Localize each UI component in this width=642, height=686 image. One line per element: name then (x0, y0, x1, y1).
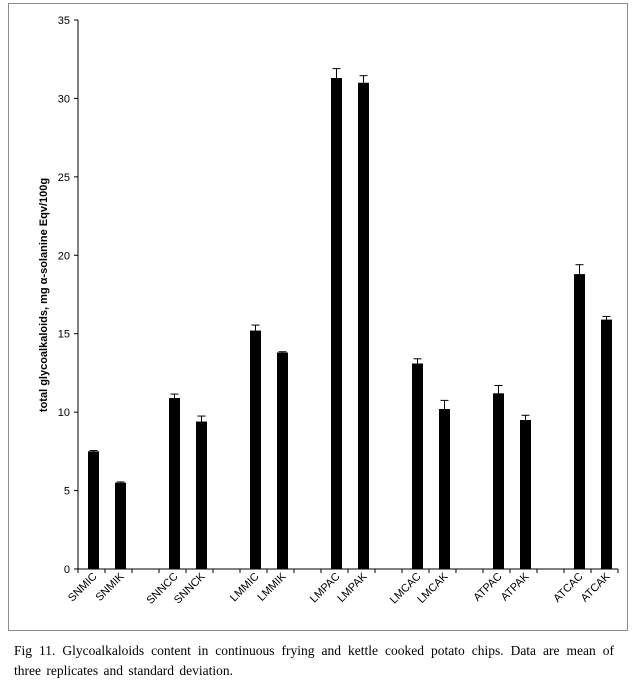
bar (439, 409, 450, 569)
bar (520, 419, 531, 569)
y-tick-label: 30 (58, 93, 70, 105)
x-tick-label: SNMIC (66, 571, 100, 605)
x-tick-label: SNNCK (172, 570, 208, 606)
y-axis-label: total glycoalkaloids, mg α-solanine Eqv/… (38, 178, 50, 412)
bar-chart: total glycoalkaloids, mg α-solanine Eqv/… (38, 15, 619, 607)
x-tick-label: ATPAC (471, 571, 504, 604)
x-tick-label: ATPAK (499, 570, 532, 603)
bar (358, 82, 369, 569)
bar (277, 352, 288, 569)
x-tick-label: ATCAC (551, 571, 585, 605)
y-tick-label: 35 (58, 15, 70, 27)
bar (88, 451, 99, 569)
bar (412, 363, 423, 569)
y-axis-label-group: total glycoalkaloids, mg α-solanine Eqv/… (38, 178, 50, 412)
x-tick-label: LMPAK (335, 570, 370, 605)
x-tick-label: ATCAK (579, 570, 613, 604)
y-tick-label: 25 (58, 172, 70, 184)
y-tick-label: 20 (58, 250, 70, 262)
x-tick-label: LMMIC (228, 571, 262, 605)
bar (331, 78, 342, 569)
figure-caption: Fig 11. Glycoalkaloids content in contin… (14, 643, 614, 678)
x-tick-label: LMMIK (255, 570, 289, 604)
x-tick-label: SNMIK (93, 570, 127, 604)
y-tick-label: 10 (58, 407, 70, 419)
x-tick-label: LMCAK (415, 570, 451, 606)
bar (601, 319, 612, 569)
bar (169, 398, 180, 569)
bar (196, 421, 207, 569)
y-tick-label: 15 (58, 329, 70, 341)
y-tick-label: 0 (64, 564, 70, 576)
x-tick-label: LMPAC (308, 571, 343, 606)
bar (574, 274, 585, 569)
bar (493, 393, 504, 569)
bar (115, 482, 126, 569)
y-tick-label: 5 (64, 486, 70, 498)
bar (250, 330, 261, 569)
